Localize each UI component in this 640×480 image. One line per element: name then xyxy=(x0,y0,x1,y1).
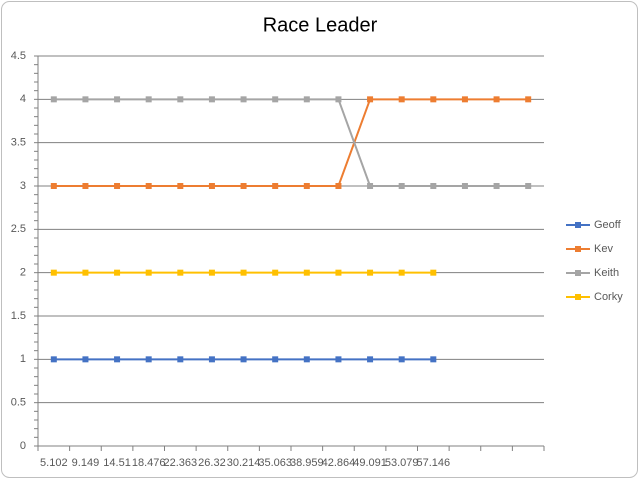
data-point xyxy=(430,96,437,103)
legend-marker xyxy=(575,294,581,300)
data-point xyxy=(50,96,57,103)
data-point xyxy=(177,269,184,276)
series-line xyxy=(53,98,529,187)
legend-label: Keith xyxy=(594,267,619,279)
y-tick-label: 2.5 xyxy=(11,223,26,235)
data-point xyxy=(367,356,374,363)
data-point xyxy=(145,96,152,103)
data-point xyxy=(525,96,532,103)
data-point xyxy=(461,96,468,103)
data-point xyxy=(82,269,89,276)
data-point xyxy=(272,183,279,189)
data-point xyxy=(398,356,405,363)
data-point xyxy=(367,96,374,103)
data-point xyxy=(177,183,184,189)
legend-label: Corky xyxy=(594,291,623,303)
data-point xyxy=(272,96,279,103)
data-point xyxy=(272,269,279,276)
x-tick-label: 22.363 xyxy=(163,457,197,469)
data-point xyxy=(303,269,310,276)
legend-marker xyxy=(575,246,581,252)
x-tick-label: 26.32 xyxy=(198,457,226,469)
x-tick-label: 30.214 xyxy=(227,457,261,469)
data-point xyxy=(114,356,121,363)
data-point xyxy=(208,183,215,189)
data-point xyxy=(240,269,247,276)
data-point xyxy=(367,183,374,189)
x-tick-label: 35.063 xyxy=(258,457,292,469)
y-tick-label: 4 xyxy=(20,93,26,105)
x-tick-label: 9.149 xyxy=(72,457,100,469)
data-point xyxy=(50,183,57,189)
x-tick-label: 42.864 xyxy=(322,457,356,469)
data-point xyxy=(335,96,342,103)
y-tick-label: 3.5 xyxy=(11,137,26,149)
y-tick-label: 0.5 xyxy=(11,397,26,409)
x-tick-label: 53.079 xyxy=(385,457,419,469)
data-point xyxy=(82,183,89,189)
data-point xyxy=(303,356,310,363)
y-tick-label: 3 xyxy=(20,180,26,192)
data-point xyxy=(208,356,215,363)
data-point xyxy=(177,96,184,103)
data-point xyxy=(398,183,405,189)
data-point xyxy=(430,183,437,189)
data-point xyxy=(240,183,247,189)
series-line xyxy=(53,98,529,187)
data-point xyxy=(367,269,374,276)
legend-label: Geoff xyxy=(594,219,622,231)
data-point xyxy=(82,96,89,103)
data-point xyxy=(335,356,342,363)
data-point xyxy=(272,356,279,363)
data-point xyxy=(240,356,247,363)
x-tick-label: 5.102 xyxy=(40,457,68,469)
y-tick-label: 2 xyxy=(20,267,26,279)
data-point xyxy=(177,356,184,363)
x-tick-label: 38.959 xyxy=(290,457,324,469)
legend-marker xyxy=(575,222,581,228)
data-point xyxy=(335,183,342,189)
data-point xyxy=(461,183,468,189)
data-point xyxy=(493,183,500,189)
y-tick-label: 1 xyxy=(20,353,26,365)
data-point xyxy=(430,356,437,363)
data-point xyxy=(430,269,437,276)
chart-title: Race Leader xyxy=(263,14,378,36)
data-point xyxy=(398,96,405,103)
x-tick-label: 14.51 xyxy=(103,457,131,469)
y-tick-label: 4.5 xyxy=(11,50,26,62)
data-point xyxy=(114,96,121,103)
y-tick-label: 1.5 xyxy=(11,310,26,322)
x-tick-label: 49.091 xyxy=(353,457,387,469)
data-point xyxy=(50,269,57,276)
x-tick-label: 18.476 xyxy=(132,457,166,469)
data-point xyxy=(114,269,121,276)
data-point xyxy=(303,183,310,189)
data-point xyxy=(50,356,57,363)
legend-marker xyxy=(575,270,581,276)
data-point xyxy=(145,183,152,189)
data-point xyxy=(145,269,152,276)
data-point xyxy=(208,96,215,103)
data-point xyxy=(303,96,310,103)
x-tick-label: 57.146 xyxy=(416,457,450,469)
data-point xyxy=(525,183,532,189)
y-tick-label: 0 xyxy=(20,440,26,452)
data-point xyxy=(493,96,500,103)
data-point xyxy=(335,269,342,276)
data-point xyxy=(208,269,215,276)
data-point xyxy=(398,269,405,276)
legend-label: Kev xyxy=(594,243,613,255)
data-point xyxy=(82,356,89,363)
data-point xyxy=(114,183,121,189)
data-point xyxy=(240,96,247,103)
data-point xyxy=(145,356,152,363)
